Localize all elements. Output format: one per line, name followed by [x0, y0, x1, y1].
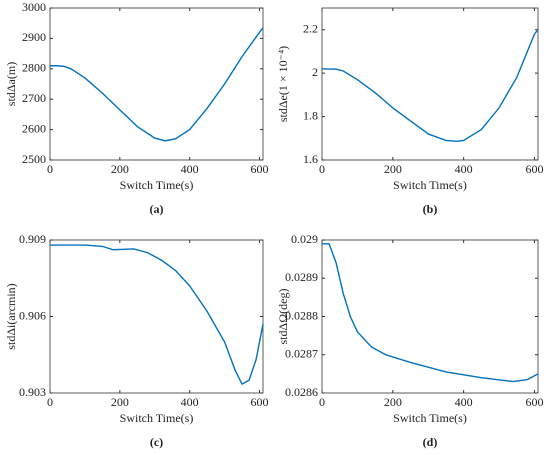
x-tick-label: 600 [251, 395, 269, 409]
x-axis-label: Switch Time(s) [393, 178, 467, 192]
y-tick-label: 0.903 [19, 385, 46, 399]
x-tick-label: 600 [525, 395, 543, 409]
y-tick-label: 0.029 [291, 232, 318, 246]
x-axis-label: Switch Time(s) [120, 178, 194, 192]
y-tick-label: 2700 [22, 91, 46, 105]
data-line [50, 244, 264, 386]
axes-box [321, 239, 539, 394]
x-tick-label: 400 [455, 162, 473, 176]
y-axis-label: stdΔi(arcmin) [4, 283, 18, 349]
x-tick-label: 600 [251, 162, 269, 176]
data-line [50, 27, 264, 142]
y-tick-label: 3000 [22, 0, 46, 14]
x-tick-label: 400 [181, 395, 199, 409]
caption: (b) [423, 202, 438, 216]
y-tick-label: 0.0288 [285, 308, 318, 322]
y-axis-label: stdΔe(1 × 10⁻⁴) [276, 46, 290, 122]
y-axis-label: stdΔΩ(deg) [276, 289, 290, 345]
y-tick-label: 2 [312, 65, 318, 79]
y-tick-label: 0.0286 [285, 385, 318, 399]
x-axis-label: Switch Time(s) [120, 411, 194, 425]
data-line [322, 243, 539, 383]
x-tick-label: 200 [384, 162, 402, 176]
caption: (d) [423, 435, 438, 449]
axes-box [49, 239, 264, 394]
y-tick-label: 2.2 [303, 21, 318, 35]
caption: (c) [150, 435, 163, 449]
caption: (a) [150, 202, 164, 216]
x-tick-label: 0 [319, 395, 325, 409]
y-tick-label: 2800 [22, 61, 46, 75]
y-tick-label: 0.906 [19, 308, 46, 322]
y-axis-label: stdΔa(m) [4, 62, 18, 106]
y-tick-label: 2600 [22, 121, 46, 135]
x-tick-label: 400 [181, 162, 199, 176]
x-axis-label: Switch Time(s) [393, 411, 467, 425]
x-tick-label: 400 [455, 395, 473, 409]
x-tick-label: 0 [47, 395, 53, 409]
x-tick-label: 0 [47, 162, 53, 176]
y-tick-label: 0.909 [19, 232, 46, 246]
y-tick-label: 2500 [22, 152, 46, 166]
y-tick-label: 1.6 [303, 152, 318, 166]
x-tick-label: 200 [384, 395, 402, 409]
x-tick-label: 0 [319, 162, 325, 176]
axes-box [49, 7, 264, 161]
x-tick-label: 200 [111, 162, 129, 176]
data-line [321, 29, 539, 143]
y-tick-label: 0.0287 [285, 347, 318, 361]
axes-box [321, 7, 539, 161]
x-tick-label: 600 [525, 162, 543, 176]
y-tick-label: 0.0289 [285, 270, 318, 284]
y-tick-label: 2900 [22, 30, 46, 44]
y-tick-label: 1.8 [303, 108, 318, 122]
x-tick-label: 200 [111, 395, 129, 409]
